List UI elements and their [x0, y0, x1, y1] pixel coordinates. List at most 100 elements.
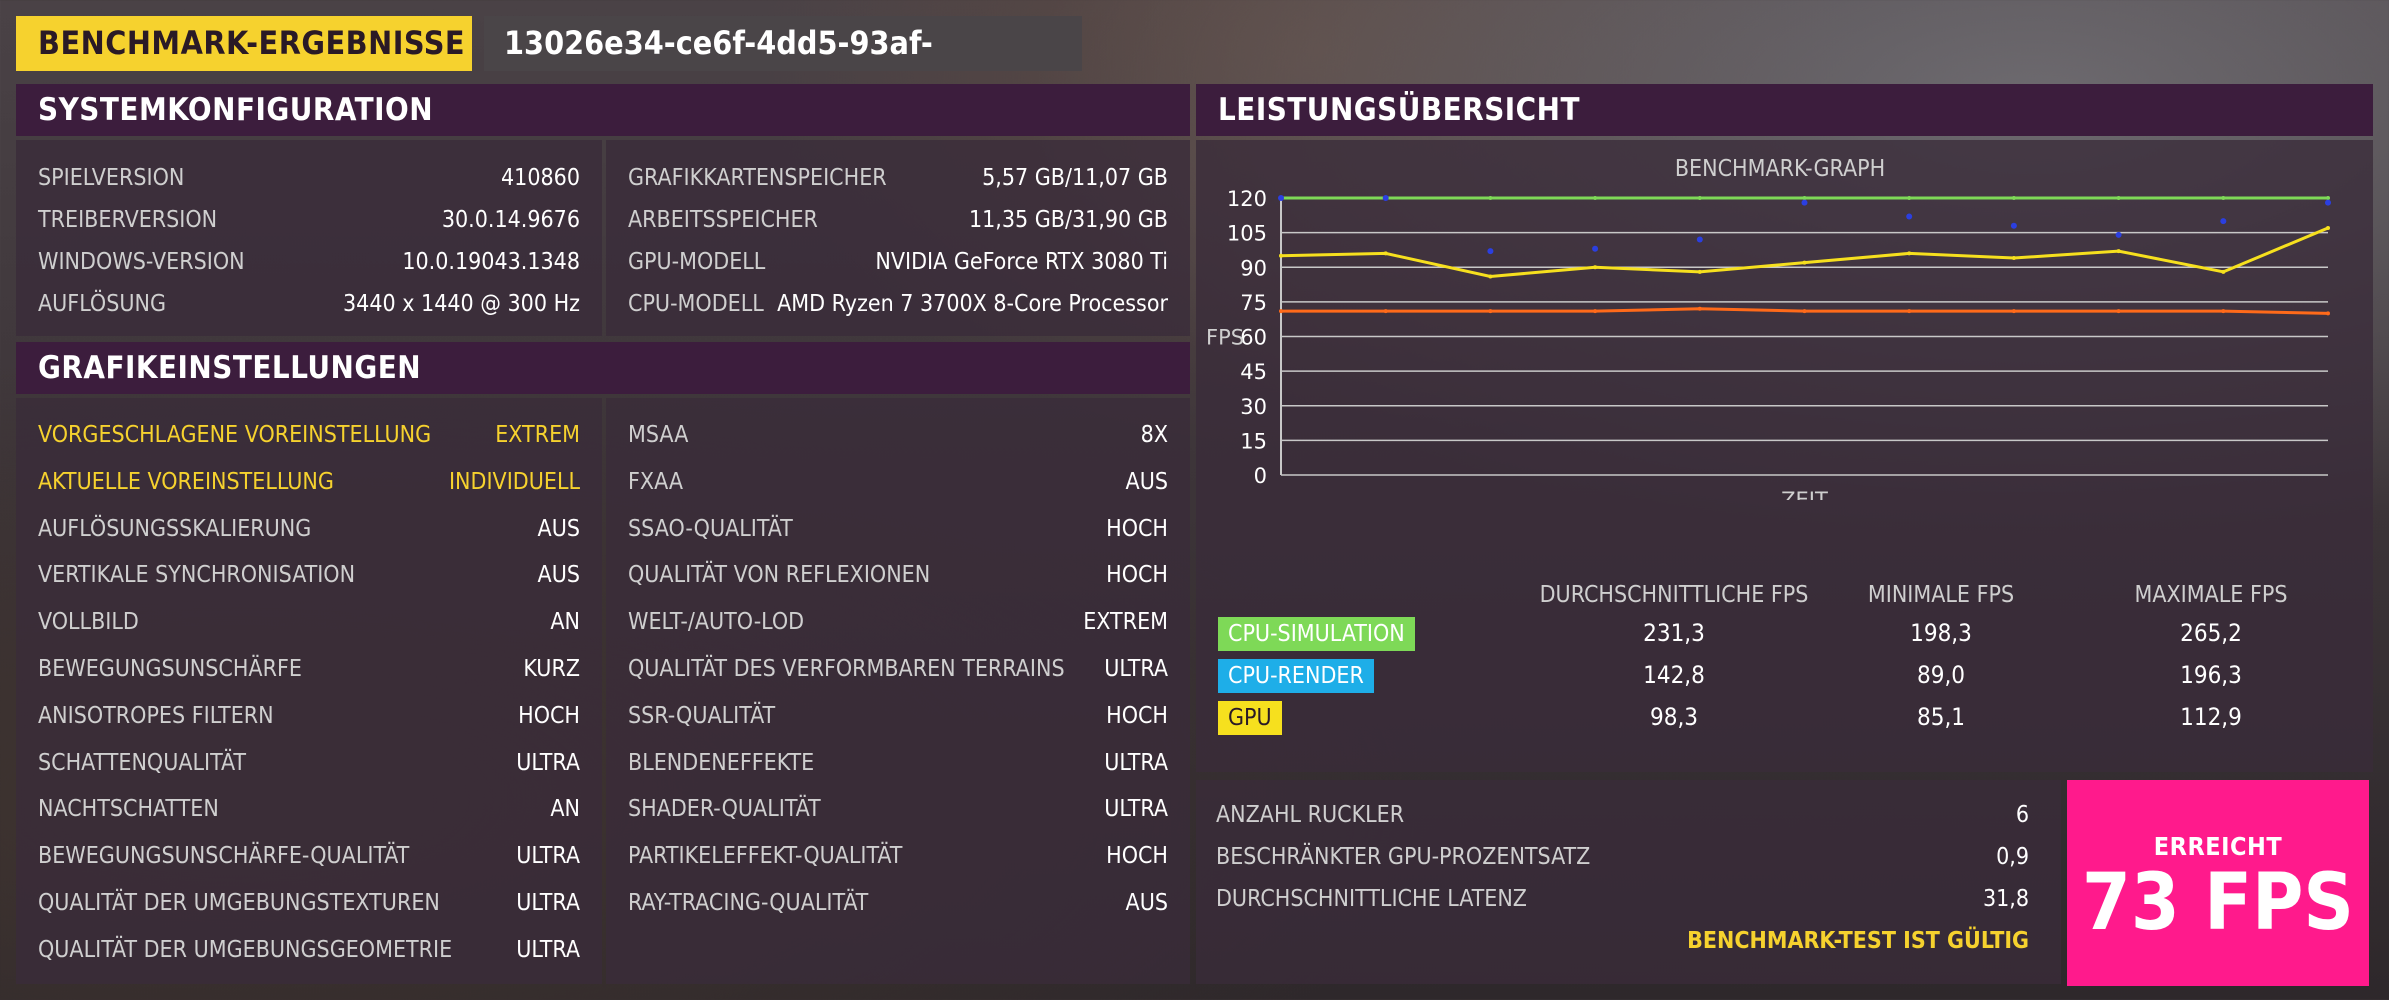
setting-value: NVIDIA GeForce RTX 3080 Ti	[875, 249, 1168, 275]
x-axis-label: ZEIT	[1781, 488, 1828, 500]
setting-label: VERTIKALE SYNCHRONISATION	[38, 562, 356, 589]
system-config-heading: SYSTEMKONFIGURATION	[16, 84, 1190, 136]
setting-label: TREIBERVERSION	[38, 207, 218, 233]
setting-value: EXTREM	[495, 422, 580, 448]
series-point	[2221, 309, 2226, 314]
setting-value: ULTRA	[516, 890, 580, 916]
benchmark-chart: 0 15 30 45 60 75 90 105 120 FPS ZEIT	[1206, 187, 2331, 500]
setting-value: 10.0.19043.1348	[402, 249, 580, 275]
setting-value: ULTRA	[1104, 749, 1168, 776]
performance-heading: LEISTUNGSÜBERSICHT	[1196, 84, 2373, 136]
setting-label: GPU-MODELL	[628, 249, 766, 275]
setting-value: 5,57 GB/11,07 GB	[982, 165, 1168, 191]
system-config-left-panel: SPIELVERSION 410860 TREIBERVERSION 30.0.14.…	[16, 140, 602, 336]
stats-series-tag: GPU	[1218, 701, 1282, 735]
stats-series-tag: CPU-RENDER	[1218, 659, 1374, 693]
setting-row: FXAA AUS	[628, 462, 1168, 502]
chart-title: BENCHMARK-GRAPH	[1674, 156, 1886, 182]
stats-avg-value: 231,3	[1643, 619, 1705, 647]
series-point	[2011, 256, 2016, 261]
series-point	[2010, 222, 2017, 229]
setting-row: BEWEGUNGSUNSCHÄRFE KURZ	[38, 649, 580, 689]
setting-row: GPU-MODELL NVIDIA GeForce RTX 3080 Ti	[628, 242, 1168, 282]
setting-label: GRAFIKKARTENSPEICHER	[628, 165, 887, 191]
setting-value: AN	[550, 609, 580, 636]
setting-row: TREIBERVERSION 30.0.14.9676	[38, 200, 580, 240]
series-point	[1802, 196, 1807, 200]
stats-max-value: 196,3	[2180, 661, 2242, 689]
y-tick-label: 45	[1240, 360, 1267, 384]
setting-label: FXAA	[628, 468, 684, 495]
stats-avg-value: 142,8	[1643, 661, 1705, 689]
series-point	[2116, 196, 2121, 200]
stats-column-header: MINIMALE FPS	[1867, 582, 2015, 608]
setting-row: AUFLÖSUNGSSKALIERUNG AUS	[38, 509, 580, 549]
setting-row: QUALITÄT VON REFLEXIONEN HOCH	[628, 555, 1168, 595]
series-point	[1279, 309, 1283, 314]
setting-label: SCHATTENQUALITÄT	[38, 749, 246, 776]
series-point	[1907, 251, 1912, 256]
setting-label: WINDOWS-VERSION	[38, 249, 245, 275]
stats-column-header: MAXIMALE FPS	[2134, 582, 2288, 608]
series-point	[1697, 196, 1702, 200]
setting-value: 8X	[1140, 422, 1168, 448]
series-point	[2325, 199, 2331, 206]
setting-row: AUFLÖSUNG 3440 x 1440 @ 300 Hz	[38, 284, 580, 324]
series-point	[2011, 196, 2016, 200]
stats-max-value: 112,9	[2180, 703, 2242, 731]
setting-row: SCHATTENQUALITÄT ULTRA	[38, 743, 580, 783]
setting-value: HOCH	[1106, 702, 1168, 729]
series-point	[1696, 236, 1703, 243]
graphics-settings-right-panel: MSAA 8X FXAA AUS SSAO-QUALITÄT HOCH QUALITÄT V…	[606, 398, 1190, 984]
setting-value: ULTRA	[1104, 796, 1168, 823]
series-point	[1279, 253, 1283, 258]
setting-value: EXTREM	[1083, 609, 1168, 636]
summary-value: 0,9	[1996, 844, 2029, 870]
setting-row: VOLLBILD AN	[38, 602, 580, 642]
setting-label: NACHTSCHATTEN	[38, 796, 219, 823]
setting-row: QUALITÄT DES VERFORMBAREN TERRAINS ULTRA	[628, 649, 1168, 689]
setting-value: 410860	[501, 165, 580, 191]
setting-value: 30.0.14.9676	[441, 207, 580, 233]
setting-row: NACHTSCHATTEN AN	[38, 789, 580, 829]
setting-value: HOCH	[1106, 515, 1168, 542]
y-tick-label: 105	[1227, 222, 1267, 246]
setting-label: RAY-TRACING-QUALITÄT	[628, 890, 869, 916]
setting-value: KURZ	[523, 656, 580, 682]
series-point	[1802, 260, 1807, 265]
series-point	[2326, 311, 2330, 316]
setting-label: QUALITÄT VON REFLEXIONEN	[628, 562, 931, 589]
y-tick-label: 120	[1227, 187, 1267, 211]
summary-row: BESCHRÄNKTER GPU-PROZENTSATZ 0,9	[1216, 837, 2029, 877]
setting-row: SSAO-QUALITÄT HOCH	[628, 509, 1168, 549]
setting-value: HOCH	[1106, 562, 1168, 589]
series-point	[1593, 196, 1598, 200]
series-point	[1907, 196, 1912, 200]
setting-row: RAY-TRACING-QUALITÄT AUS	[628, 883, 1168, 923]
summary-value: 31,8	[1982, 886, 2029, 912]
setting-label: ANISOTROPES FILTERN	[38, 702, 274, 729]
y-tick-label: 30	[1240, 395, 1267, 419]
setting-value: HOCH	[518, 702, 580, 729]
graphics-settings-heading: GRAFIKEINSTELLUNGEN	[16, 342, 1190, 394]
benchmark-summary-panel: ANZAHL RUCKLER 6 BESCHRÄNKTER GPU-PROZENTS…	[1196, 780, 2061, 984]
setting-label: QUALITÄT DER UMGEBUNGSTEXTUREN	[38, 890, 440, 916]
series-point	[2011, 309, 2016, 314]
setting-value: AMD Ryzen 7 3700X 8-Core Processor	[777, 291, 1168, 317]
series-point	[1907, 309, 1912, 314]
setting-label: VOLLBILD	[38, 609, 139, 636]
setting-row: BEWEGUNGSUNSCHÄRFE-QUALITÄT ULTRA	[38, 836, 580, 876]
setting-label: CPU-MODELL	[628, 291, 764, 317]
series-point	[1593, 265, 1598, 270]
result-label: ERREICHT	[2153, 832, 2283, 861]
summary-value: 6	[2015, 802, 2029, 828]
y-tick-label: 15	[1240, 429, 1267, 453]
series-point	[1382, 195, 1389, 201]
stats-avg-value: 98,3	[1649, 703, 1699, 731]
performance-panel: BENCHMARK-GRAPH 0 15 30 45 60 75 90 105 120 FPS ZE…	[1196, 140, 2373, 772]
setting-row: QUALITÄT DER UMGEBUNGSTEXTUREN ULTRA	[38, 883, 580, 923]
setting-row: ARBEITSSPEICHER 11,35 GB/31,90 GB	[628, 200, 1168, 240]
setting-row: WELT-/AUTO-LOD EXTREM	[628, 602, 1168, 642]
setting-value: HOCH	[1106, 843, 1168, 870]
setting-label: SSR-QUALITÄT	[628, 702, 776, 729]
